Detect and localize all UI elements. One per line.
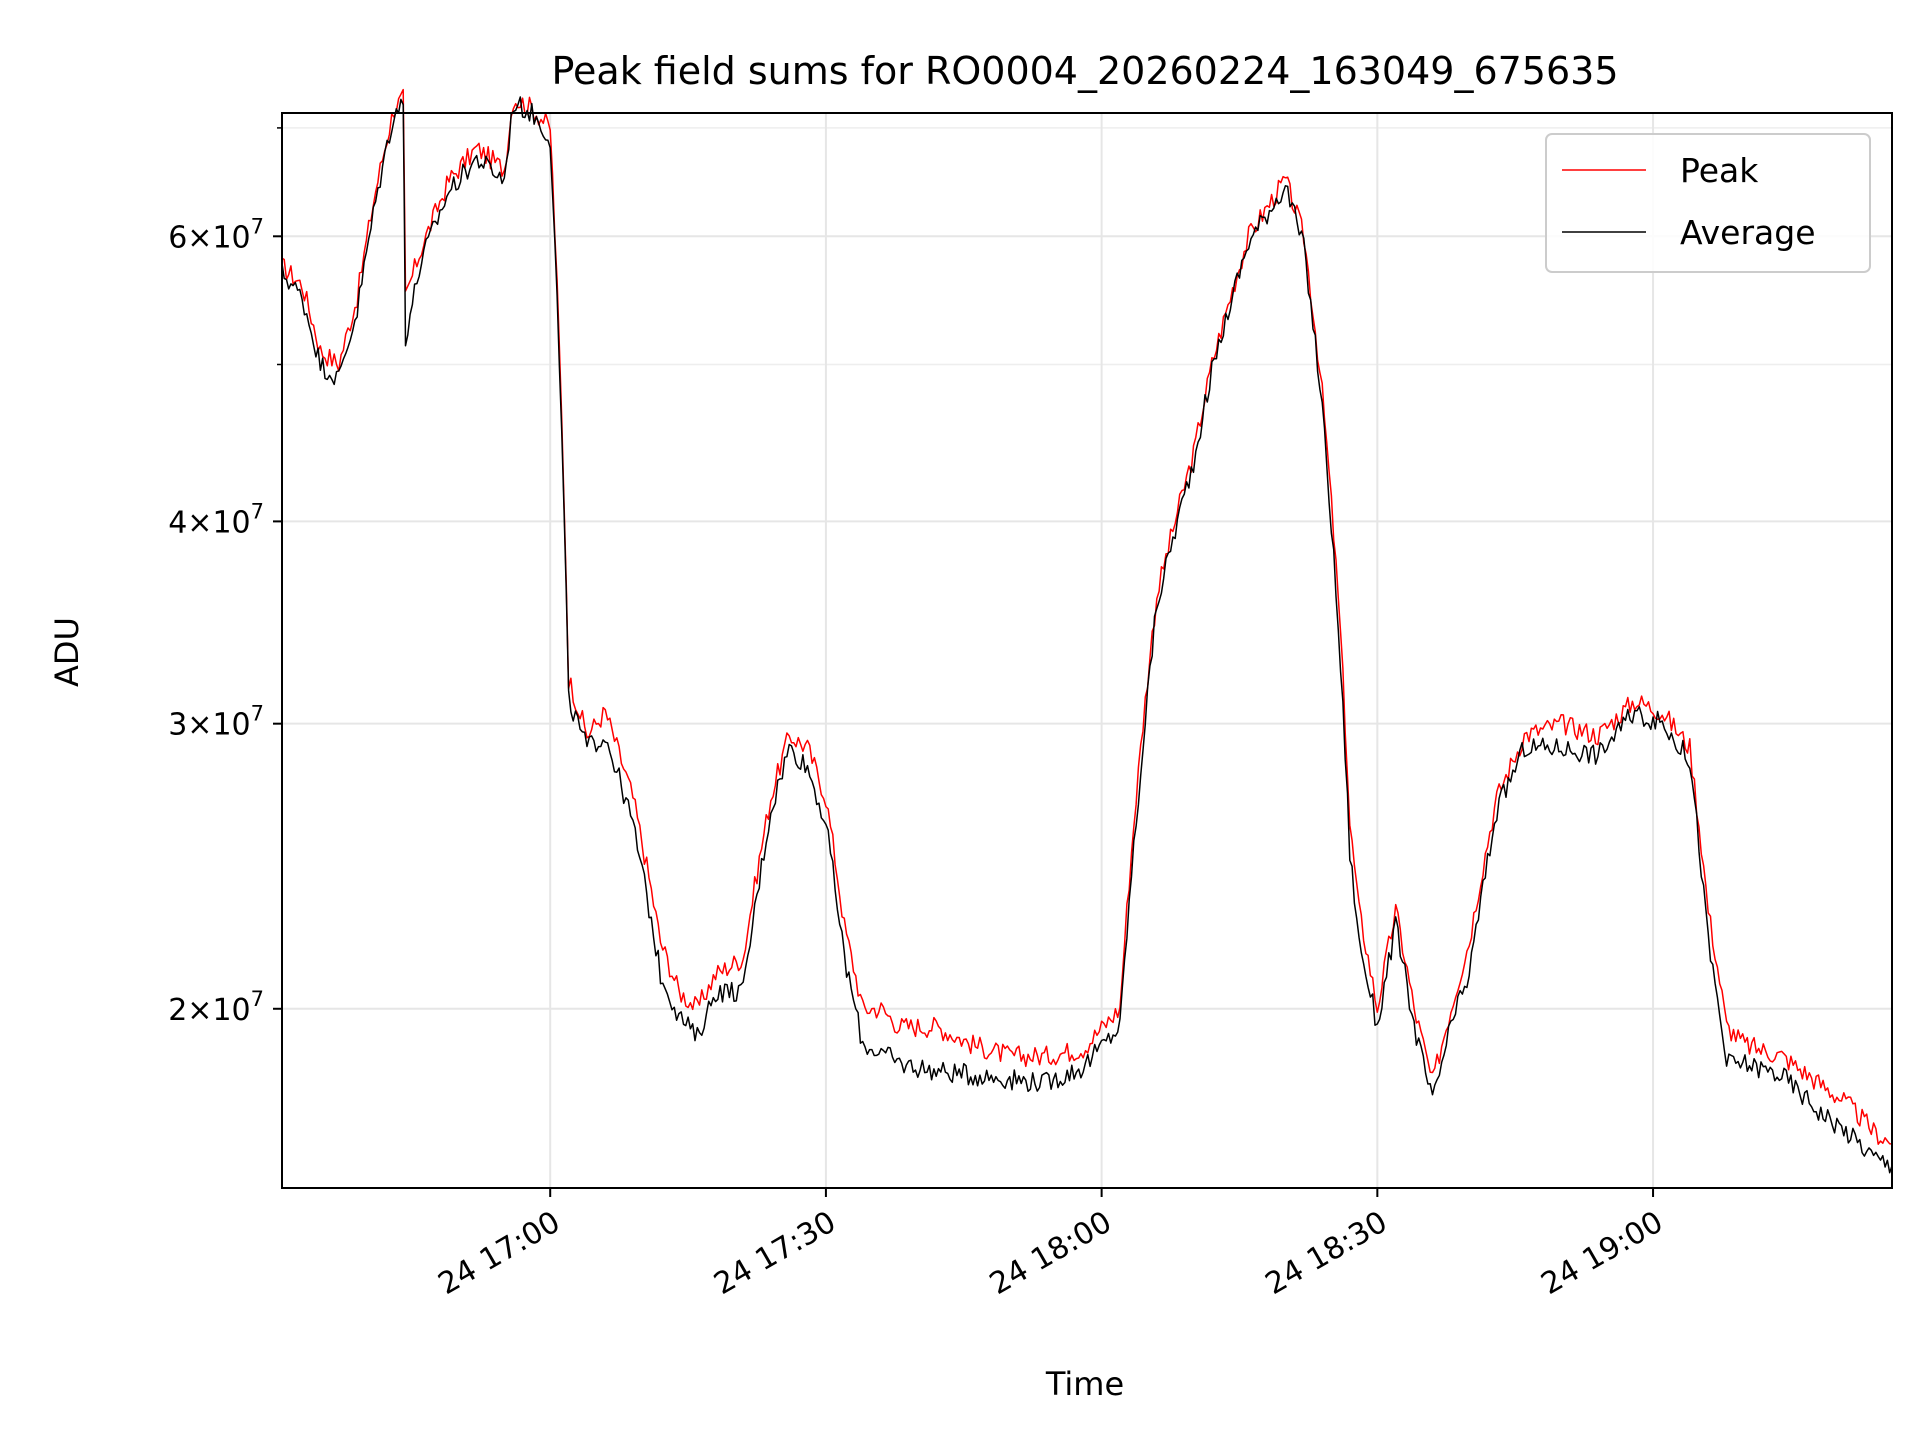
plot-area-frame <box>281 112 1893 1189</box>
chart-title: Peak field sums for RO0004_20260224_1630… <box>551 49 1618 93</box>
x-tick-label: 24 17:30 <box>708 1205 842 1302</box>
axis-ticks: 2×107 3×107 4×107 6×107 24 17:00 24 17:30 24 1… <box>168 127 1669 1302</box>
series-line-peak <box>281 88 1893 1145</box>
legend-label-average: Average <box>1680 213 1816 252</box>
x-tick-label: 24 19:00 <box>1535 1205 1669 1302</box>
x-axis-label: Time <box>1045 1365 1124 1403</box>
y-tick-label: 3×107 <box>168 702 264 743</box>
x-tick-label: 24 18:00 <box>984 1205 1118 1302</box>
y-tick-label: 4×107 <box>168 499 264 540</box>
plot-series <box>281 88 1893 1174</box>
series-line-average <box>281 96 1893 1174</box>
legend-box <box>1545 133 1871 273</box>
x-tick-label: 24 18:30 <box>1260 1205 1394 1302</box>
x-tick-label: 24 17:00 <box>433 1205 567 1302</box>
y-axis-label: ADU <box>48 617 86 687</box>
grid <box>282 113 1892 1188</box>
y-tick-label: 2×107 <box>168 987 264 1028</box>
legend: Peak Average <box>1545 133 1871 273</box>
legend-label-peak: Peak <box>1680 151 1759 190</box>
y-tick-label: 6×107 <box>168 214 264 255</box>
